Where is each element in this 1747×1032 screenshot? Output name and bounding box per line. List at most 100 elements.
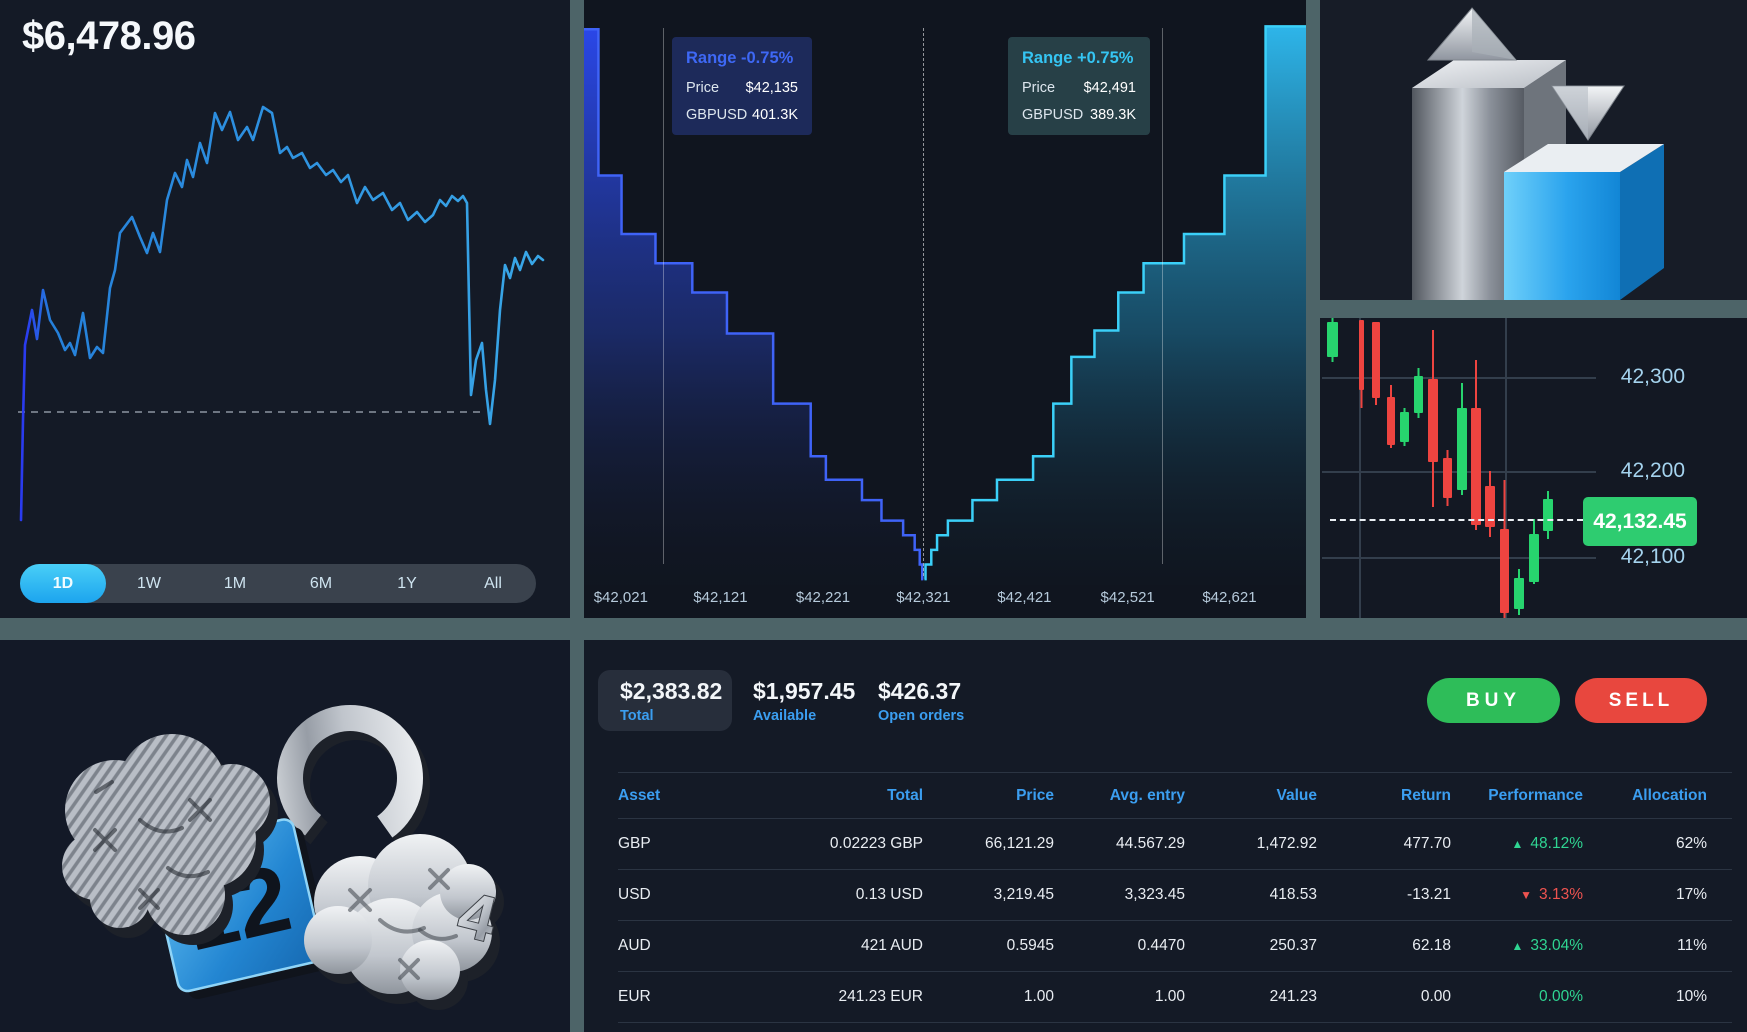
- grid-line-h: [1322, 557, 1596, 559]
- available-value: $1,957.45: [753, 677, 856, 704]
- table-cell: 11%: [1677, 937, 1707, 954]
- table-cell: 62%: [1675, 835, 1707, 852]
- grid-line-h: [1322, 377, 1596, 379]
- col-header-avg-entry: Avg. entry: [1109, 786, 1185, 804]
- candle-body: [1387, 397, 1395, 445]
- bids-area: [584, 29, 924, 585]
- triangle-down-icon: ▼: [1520, 888, 1533, 902]
- depth-axis-label: $42,021: [593, 589, 648, 606]
- table-cell: USD: [618, 886, 651, 903]
- candle-price-label: 42,300: [1620, 365, 1685, 388]
- grid-line-v: [1359, 318, 1361, 618]
- candle-price-label: 42,100: [1620, 545, 1685, 568]
- candlestick-panel: 42,132.45 42,300 42,200 42,100: [1320, 318, 1747, 618]
- candle-body: [1485, 486, 1495, 527]
- table-cell: 1.00: [1023, 988, 1054, 1005]
- table-cell: 250.37: [1269, 937, 1317, 954]
- stat-open-orders[interactable]: $426.37 Open orders: [878, 670, 964, 731]
- timeframe-1w[interactable]: 1W: [106, 564, 192, 603]
- table-cell: 44.567.29: [1116, 835, 1185, 852]
- total-label: Total: [620, 707, 654, 724]
- col-header-return: Return: [1401, 786, 1451, 804]
- timeframe-1d[interactable]: 1D: [20, 564, 106, 603]
- buy-button[interactable]: BUY: [1427, 678, 1560, 723]
- timeframe-all[interactable]: All: [450, 564, 536, 603]
- asks-outline: [924, 25, 1306, 581]
- depth-axis-label: $42,621: [1202, 589, 1257, 606]
- stat-total[interactable]: $2,383.82 Total: [598, 670, 732, 731]
- table-cell: 1,472.92: [1256, 835, 1317, 852]
- table-row-usd[interactable]: USD 0.13 USD 3,219.45 3,323.45 418.53 -13.21 ▼…: [618, 870, 1732, 921]
- col-header-total: Total: [887, 786, 923, 804]
- table-cell: 0.02223 GBP: [829, 835, 923, 852]
- performance-cell: ▲ 48.12%: [1511, 835, 1583, 852]
- col-header-performance: Performance: [1488, 786, 1583, 804]
- bids-outline: [584, 28, 924, 581]
- table-cell: 0.4470: [1137, 937, 1185, 954]
- depth-chart[interactable]: [584, 0, 1306, 585]
- depth-axis-label: $42,421: [997, 589, 1052, 606]
- depth-axis-label: $42,221: [795, 589, 851, 606]
- col-header-asset: Asset: [618, 786, 661, 804]
- performance-cell: 0.00%: [1539, 988, 1583, 1005]
- timeframe-1y[interactable]: 1Y: [364, 564, 450, 603]
- candlestick-chart[interactable]: [1320, 318, 1747, 618]
- account-panel: $2,383.82 Total $1,957.45 Available $426…: [584, 640, 1747, 1032]
- candle-body: [1327, 322, 1338, 357]
- candle-body: [1400, 412, 1409, 442]
- depth-chart-panel: Range -0.75% Price $42,135 GBPUSD 401.3K…: [584, 0, 1306, 618]
- mid-price-guide: [923, 28, 925, 576]
- silver-ring-shape: [276, 705, 430, 860]
- depth-axis-label: $42,121: [693, 589, 748, 606]
- sell-button[interactable]: SELL: [1575, 678, 1707, 723]
- col-header-value: Value: [1276, 786, 1318, 804]
- ask-range-tooltip: Range +0.75% Price $42,491 GBPUSD 389.3K: [1008, 37, 1150, 135]
- table-cell: 0.00: [1420, 988, 1451, 1005]
- grid-line-v: [1505, 318, 1507, 618]
- timeframe-1m[interactable]: 1M: [192, 564, 278, 603]
- silver-blob-right: [304, 834, 504, 1010]
- table-cell: 66,121.29: [985, 835, 1054, 852]
- range-left-guide: [662, 28, 664, 564]
- bid-range-tooltip: Range -0.75% Price $42,135 GBPUSD 401.3K: [672, 37, 812, 135]
- table-cell: 3,219.45: [993, 886, 1054, 903]
- col-header-allocation: Allocation: [1632, 786, 1707, 804]
- performance-cell: ▲ 33.04%: [1511, 937, 1583, 954]
- table-row-eur[interactable]: EUR 241.23 EUR 1.00 1.00 241.23 0.00 0.00% 10%: [618, 972, 1732, 1023]
- open-orders-value: $426.37: [878, 677, 962, 704]
- bar-sculpture-illustration: [1412, 7, 1664, 300]
- candle-body: [1514, 578, 1524, 609]
- table-cell: 17%: [1675, 886, 1707, 903]
- table-cell: GBP: [618, 835, 651, 852]
- candle-price-label: 42,200: [1620, 459, 1685, 482]
- portfolio-panel: $6,478.96 1D 1W 1M 6M 1Y All: [0, 0, 570, 618]
- table-cell: 10%: [1675, 988, 1707, 1005]
- portfolio-line: [19, 105, 545, 522]
- table-cell: 477.70: [1403, 835, 1451, 852]
- bar-sculpture-panel: [1320, 0, 1747, 300]
- last-price-tag: 42,132.45: [1583, 497, 1697, 546]
- range-right-guide: [1161, 28, 1163, 564]
- bid-price-row: Price $42,135: [686, 79, 798, 96]
- table-cell: 241.23 EUR: [838, 988, 923, 1005]
- open-orders-label: Open orders: [878, 707, 965, 724]
- table-cell: 3,323.45: [1124, 886, 1185, 903]
- candle-body: [1443, 458, 1452, 498]
- table-row-aud[interactable]: AUD 421 AUD 0.5945 0.4470 250.37 62.18 ▲ 33.04%…: [618, 921, 1732, 972]
- portfolio-line-chart[interactable]: [0, 0, 570, 610]
- last-price-line: [1330, 519, 1583, 521]
- timeframe-bar: 1D 1W 1M 6M 1Y All: [20, 564, 536, 603]
- table-cell: 421 AUD: [860, 937, 923, 954]
- table-row-gbp[interactable]: GBP 0.02223 GBP 66,121.29 44.567.29 1,472.92…: [618, 819, 1732, 870]
- table-cell: 1.00: [1154, 988, 1185, 1005]
- stat-available[interactable]: $1,957.45 Available: [753, 670, 855, 731]
- candle-body: [1414, 376, 1423, 413]
- asks-area: [924, 26, 1306, 585]
- assets-table: Asset Total Price Avg. entry Value Return Perf…: [618, 772, 1732, 1023]
- timeframe-6m[interactable]: 6M: [278, 564, 364, 603]
- candle-body: [1543, 499, 1553, 531]
- ask-volume-row: GBPUSD 389.3K: [1022, 107, 1136, 123]
- candle-body: [1428, 379, 1438, 462]
- table-cell: EUR: [618, 988, 651, 1005]
